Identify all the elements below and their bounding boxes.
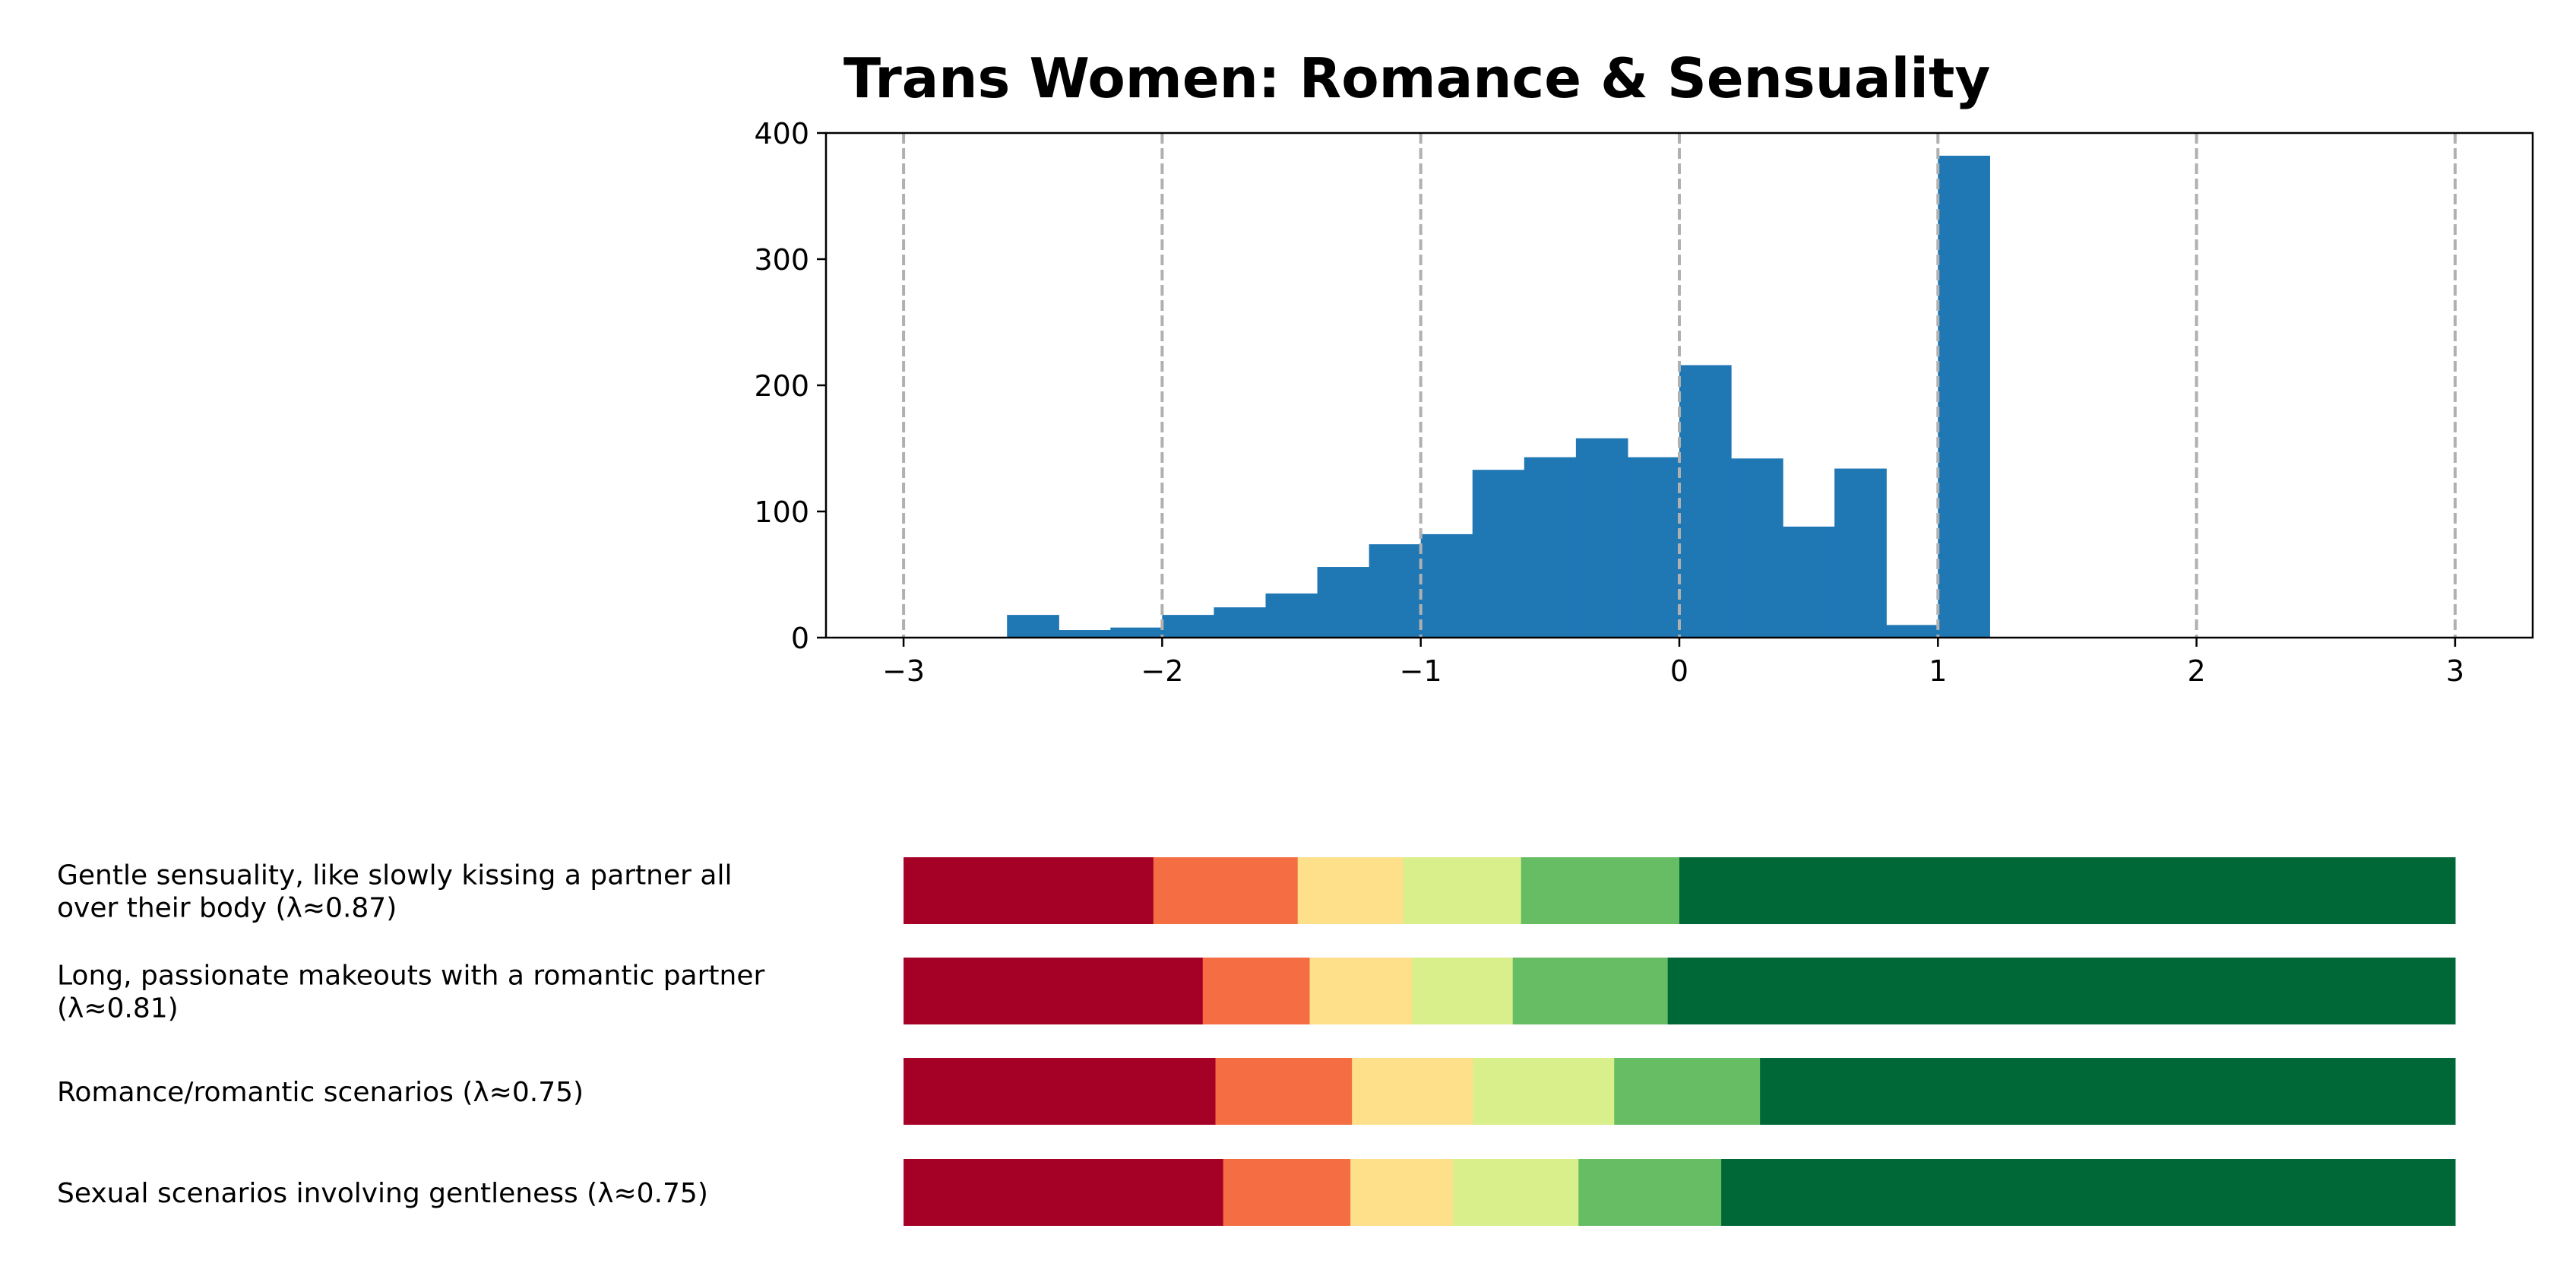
row-label-1-line-0: Long, passionate makeouts with a romanti… — [57, 961, 764, 992]
row-label-2-line-0: Romance/romantic scenarios (λ≈0.75) — [57, 1077, 584, 1108]
stacked-segment-r0-s0 — [903, 857, 1154, 924]
histogram-bar-14 — [1731, 458, 1783, 638]
x-tick-label-6: 3 — [2446, 654, 2464, 688]
histogram-bar-3 — [1162, 615, 1215, 638]
y-tick-label-3: 300 — [754, 243, 809, 277]
stacked-segment-r1-s3 — [1412, 958, 1514, 1024]
y-tick-label-2: 200 — [754, 369, 809, 403]
stacked-segment-r3-s0 — [903, 1159, 1224, 1226]
stacked-segment-r2-s0 — [903, 1058, 1217, 1125]
stacked-segment-r3-s5 — [1721, 1159, 2456, 1226]
row-label-0-line-0: Gentle sensuality, like slowly kissing a… — [57, 860, 732, 891]
histogram-bar-6 — [1317, 567, 1370, 638]
histogram-bar-2 — [1110, 627, 1163, 638]
stacked-segment-r3-s1 — [1223, 1159, 1351, 1226]
histogram-bar-17 — [1886, 625, 1938, 638]
histogram-bar-12 — [1627, 457, 1680, 638]
stacked-segment-r2-s1 — [1215, 1058, 1353, 1125]
row-label-3-line-0: Sexual scenarios involving gentleness (λ… — [57, 1178, 708, 1209]
stacked-segment-r1-s4 — [1512, 958, 1669, 1024]
histogram-bar-8 — [1420, 534, 1473, 638]
stacked-segment-r2-s3 — [1473, 1058, 1615, 1125]
x-tick-label-1: −2 — [1141, 654, 1183, 688]
stacked-segment-r0-s5 — [1679, 857, 2456, 924]
stacked-segment-r1-s1 — [1202, 958, 1311, 1024]
histogram-bar-15 — [1783, 526, 1835, 638]
histogram-bar-7 — [1369, 544, 1422, 638]
stacked-segment-r0-s2 — [1297, 857, 1404, 924]
row-label-0-line-1: over their body (λ≈0.87) — [57, 893, 397, 924]
stacked-segment-r1-s2 — [1309, 958, 1413, 1024]
stacked-segment-r0-s3 — [1403, 857, 1522, 924]
x-tick-label-3: 0 — [1670, 654, 1688, 688]
x-tick-label-2: −1 — [1400, 654, 1442, 688]
x-tick-label-5: 2 — [2188, 654, 2206, 688]
histogram-bar-11 — [1575, 438, 1628, 638]
stacked-segment-r0-s4 — [1521, 857, 1680, 924]
row-label-1-line-1: (λ≈0.81) — [57, 993, 179, 1024]
stacked-segment-r3-s3 — [1452, 1159, 1579, 1226]
stacked-segment-r1-s0 — [903, 958, 1204, 1024]
histogram-bar-4 — [1214, 607, 1267, 638]
histogram-bar-13 — [1679, 365, 1732, 638]
y-tick-label-0: 0 — [791, 622, 809, 655]
stacked-segment-r3-s4 — [1578, 1159, 1722, 1226]
stacked-segment-r2-s5 — [1760, 1058, 2456, 1125]
histogram-bar-1 — [1059, 630, 1111, 638]
histogram-panel: −3 −2 −1 0 1 2 3 0 100 200 300 400 — [754, 117, 2534, 688]
stacked-segment-r2-s4 — [1614, 1058, 1761, 1125]
stacked-bars-panel: Gentle sensuality, like slowly kissing a… — [57, 857, 2456, 1226]
x-tick-label-0: −3 — [882, 654, 925, 688]
histogram-bar-10 — [1524, 457, 1577, 638]
x-tick-label-4: 1 — [1929, 654, 1947, 688]
y-tick-label-1: 100 — [754, 496, 809, 529]
histogram-bar-0 — [1007, 615, 1059, 638]
histogram-bar-9 — [1472, 470, 1525, 638]
stacked-segment-r0-s1 — [1153, 857, 1299, 924]
chart-title: Trans Women: Romance & Sensuality — [843, 46, 1990, 110]
stacked-segment-r3-s2 — [1350, 1159, 1454, 1226]
histogram-bar-16 — [1834, 468, 1887, 638]
stacked-segment-r2-s2 — [1352, 1058, 1474, 1125]
y-tick-label-4: 400 — [754, 117, 809, 150]
stacked-segment-r1-s5 — [1667, 958, 2456, 1024]
histogram-bar-18 — [1938, 155, 1990, 638]
histogram-bar-5 — [1265, 593, 1318, 638]
